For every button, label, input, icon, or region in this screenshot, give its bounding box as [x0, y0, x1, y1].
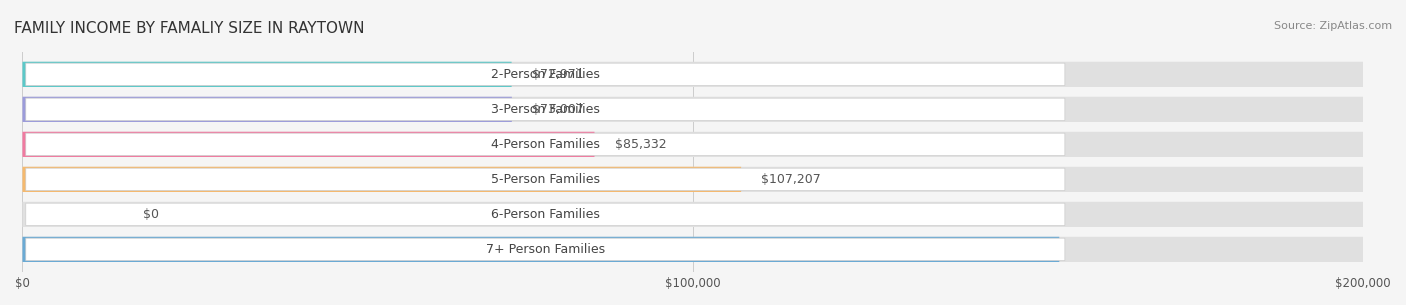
Text: $72,971: $72,971	[531, 68, 583, 81]
Text: $107,207: $107,207	[761, 173, 821, 186]
FancyBboxPatch shape	[25, 238, 1064, 260]
Text: $154,667: $154,667	[973, 243, 1039, 256]
FancyBboxPatch shape	[22, 132, 1364, 157]
FancyBboxPatch shape	[25, 203, 1064, 226]
Text: Source: ZipAtlas.com: Source: ZipAtlas.com	[1274, 21, 1392, 31]
FancyBboxPatch shape	[25, 98, 1064, 120]
Text: 5-Person Families: 5-Person Families	[491, 173, 600, 186]
FancyBboxPatch shape	[22, 237, 1364, 262]
Text: 6-Person Families: 6-Person Families	[491, 208, 600, 221]
FancyBboxPatch shape	[22, 167, 741, 192]
Text: 4-Person Families: 4-Person Families	[491, 138, 600, 151]
FancyBboxPatch shape	[22, 167, 1364, 192]
FancyBboxPatch shape	[25, 63, 1064, 86]
Text: $73,007: $73,007	[531, 103, 583, 116]
FancyBboxPatch shape	[22, 202, 1364, 227]
Text: 7+ Person Families: 7+ Person Families	[485, 243, 605, 256]
Text: 2-Person Families: 2-Person Families	[491, 68, 600, 81]
FancyBboxPatch shape	[22, 62, 512, 87]
FancyBboxPatch shape	[25, 168, 1064, 191]
FancyBboxPatch shape	[22, 62, 1364, 87]
Text: $85,332: $85,332	[614, 138, 666, 151]
Text: $0: $0	[143, 208, 159, 221]
FancyBboxPatch shape	[22, 97, 1364, 122]
FancyBboxPatch shape	[22, 97, 512, 122]
FancyBboxPatch shape	[25, 133, 1064, 156]
Text: 3-Person Families: 3-Person Families	[491, 103, 600, 116]
Text: FAMILY INCOME BY FAMALIY SIZE IN RAYTOWN: FAMILY INCOME BY FAMALIY SIZE IN RAYTOWN	[14, 21, 364, 36]
FancyBboxPatch shape	[22, 237, 1059, 262]
FancyBboxPatch shape	[22, 132, 595, 157]
